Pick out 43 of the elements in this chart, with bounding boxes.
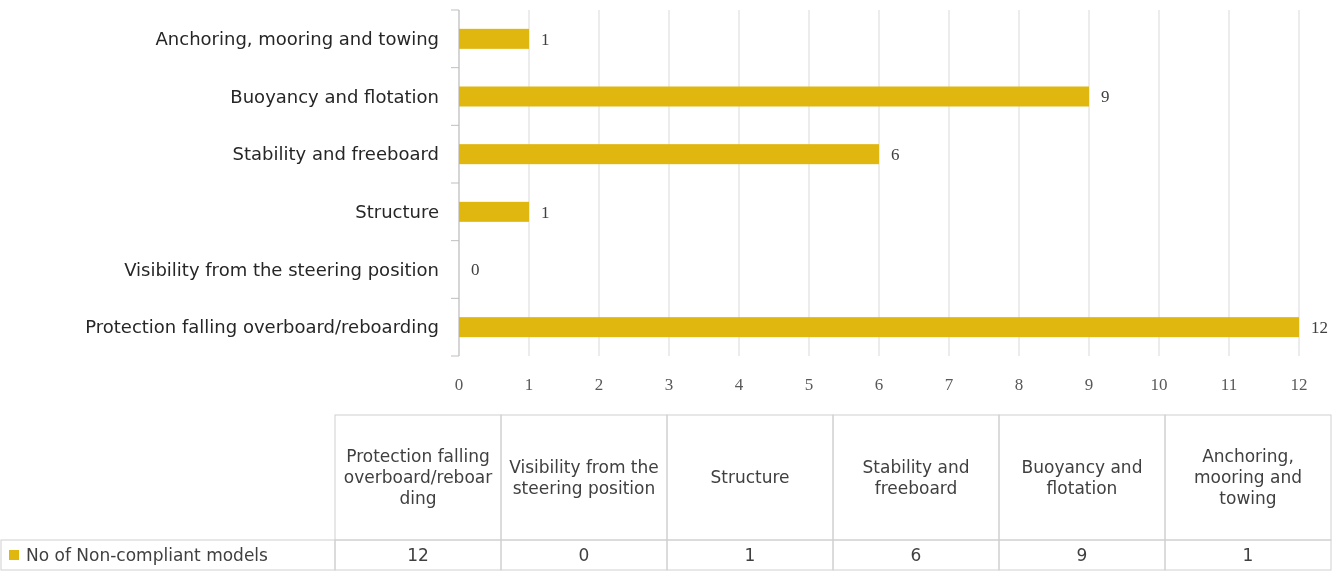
bar xyxy=(459,86,1089,107)
y-tick-label: Protection falling overboard/reboarding xyxy=(85,316,439,338)
y-tick-label: Stability and freeboard xyxy=(232,143,439,165)
data-label: 12 xyxy=(407,544,429,565)
bar xyxy=(459,317,1299,338)
bar xyxy=(459,28,529,49)
x-tick-label: 0 xyxy=(454,375,464,394)
data-label: 12 xyxy=(1311,318,1328,338)
category-label: Buoyancy and flotation xyxy=(1021,456,1143,498)
data-label: 9 xyxy=(1076,544,1088,565)
legend-label: No of Non-compliant models xyxy=(26,544,269,565)
x-tick-label: 3 xyxy=(664,375,674,394)
category-label: Anchoring, mooring and towing xyxy=(1193,446,1303,509)
x-tick-label: 2 xyxy=(594,375,604,394)
y-tick-label: Anchoring, mooring and towing xyxy=(155,28,439,50)
x-tick-label: 11 xyxy=(1220,375,1238,394)
data-label: 1 xyxy=(744,544,756,565)
bar xyxy=(459,144,879,165)
data-label: 0 xyxy=(471,260,480,280)
category-label: Stability and freeboard xyxy=(862,456,970,498)
y-tick-label: Structure xyxy=(355,201,439,223)
data-label: 9 xyxy=(1101,87,1110,107)
data-label: 1 xyxy=(541,202,550,222)
bar xyxy=(459,201,529,222)
data-label: 6 xyxy=(891,145,900,165)
data-label: 1 xyxy=(1242,544,1254,565)
data-label: 1 xyxy=(541,29,550,49)
data-label: 0 xyxy=(578,544,590,565)
data-label: 6 xyxy=(910,544,922,565)
category-label: Protection falling overboard/reboarding xyxy=(343,446,493,509)
x-tick-label: 5 xyxy=(804,375,814,394)
y-tick-label: Buoyancy and flotation xyxy=(230,85,439,107)
x-tick-label: 4 xyxy=(734,375,744,394)
x-tick-label: 9 xyxy=(1084,375,1094,394)
category-label: Visibility from the steering position xyxy=(509,456,659,498)
y-tick-label: Visibility from the steering position xyxy=(124,258,439,280)
x-tick-label: 1 xyxy=(524,375,534,394)
x-tick-label: 6 xyxy=(874,375,884,394)
x-tick-label: 10 xyxy=(1150,375,1168,394)
x-tick-label: 12 xyxy=(1290,375,1308,394)
x-tick-label: 7 xyxy=(944,375,954,394)
category-label: Structure xyxy=(710,467,790,488)
x-tick-label: 8 xyxy=(1014,375,1024,394)
